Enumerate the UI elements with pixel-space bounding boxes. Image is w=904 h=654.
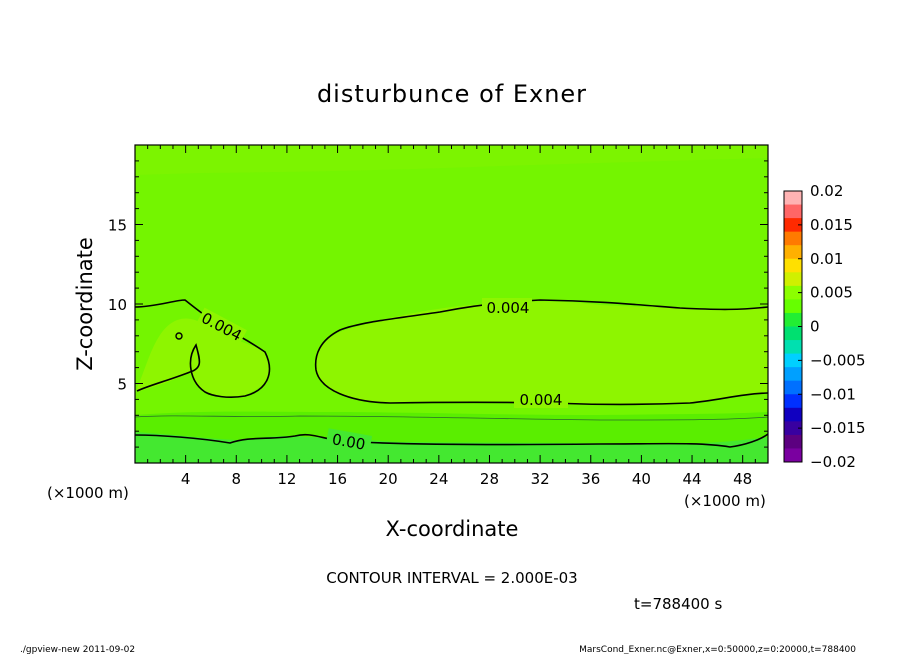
colorbar-segment-8	[784, 299, 802, 314]
field-bottom-band	[135, 432, 768, 463]
colorbar	[784, 190, 802, 463]
contour-line-left-lobe	[135, 299, 271, 399]
x-axis-ticks	[147, 145, 756, 463]
colorbar-segment-3	[784, 231, 802, 246]
x-tick-label-0: 4	[181, 470, 191, 488]
colorbar-frame	[783, 190, 803, 463]
field-top-band	[135, 145, 768, 175]
colorbar-segment-16	[784, 407, 802, 422]
x-axis-label: X-coordinate	[386, 517, 519, 541]
colorbar-segment-7	[784, 285, 802, 300]
x-tick-label-7: 32	[531, 470, 550, 488]
colorbar-label-5: −0.005	[810, 351, 866, 369]
contour-line-right-lobe	[314, 299, 768, 406]
colorbar-segment-19	[784, 448, 802, 463]
time-text: t=788400 s	[634, 595, 722, 613]
colorbar-segment-6	[784, 272, 802, 287]
colorbar-segment-4	[784, 245, 802, 260]
y-tick-label-0: 5	[117, 376, 127, 394]
colorbar-label-4: 0	[810, 318, 820, 336]
colorbar-label-7: −0.015	[810, 419, 866, 437]
colorbar-segment-9	[784, 312, 802, 327]
colorbar-label-3: 0.005	[810, 284, 853, 302]
colorbar-segment-12	[784, 353, 802, 368]
y-tick-label-1: 10	[108, 296, 127, 314]
x-tick-label-2: 12	[277, 470, 296, 488]
contour-label-3: 0.00	[331, 430, 367, 454]
x-tick-label-9: 40	[632, 470, 651, 488]
colorbar-segment-11	[784, 340, 802, 355]
y-axis-label: Z-coordinate	[73, 237, 97, 371]
colorbar-label-0: 0.02	[810, 182, 843, 200]
y-tick-labels: 5 10 15	[108, 217, 127, 394]
colorbar-label-1: 0.015	[810, 216, 853, 234]
y-tick-label-2: 15	[108, 217, 127, 235]
x-tick-label-10: 44	[682, 470, 701, 488]
x-tick-label-5: 24	[429, 470, 448, 488]
contour-label-2: 0.004	[520, 391, 563, 409]
x-unit-left: (×1000 m)	[47, 484, 129, 502]
contour-line-zero	[135, 433, 768, 448]
colorbar-label-6: −0.01	[810, 385, 856, 403]
colorbar-label-2: 0.01	[810, 250, 843, 268]
field-base-band	[135, 145, 768, 463]
x-tick-label-1: 8	[232, 470, 242, 488]
colorbar-segment-14	[784, 380, 802, 395]
x-tick-label-8: 36	[581, 470, 600, 488]
footer-right: MarsCond_Exner.nc@Exner,x=0:50000,z=0:20…	[579, 645, 856, 654]
colorbar-segment-0	[784, 191, 802, 206]
footer-left: ./gpview-new 2011-09-02	[20, 645, 135, 654]
colorbar-segment-15	[784, 394, 802, 409]
contour-line-small-loop	[175, 332, 183, 340]
x-unit-right: (×1000 m)	[684, 492, 766, 510]
chart-title: disturbunce of Exner	[317, 80, 587, 108]
colorbar-segment-5	[784, 258, 802, 273]
colorbar-segment-13	[784, 367, 802, 382]
x-tick-label-11: 48	[733, 470, 752, 488]
field-inner-right-region	[315, 301, 768, 405]
contour-line-thin	[135, 415, 768, 421]
x-tick-label-6: 28	[480, 470, 499, 488]
contour-label-1: 0.004	[487, 299, 530, 317]
field-inner-left-region	[137, 318, 270, 398]
x-tick-label-4: 20	[379, 470, 398, 488]
colorbar-segment-18	[784, 434, 802, 449]
colorbar-label-8: −0.02	[810, 453, 856, 471]
colorbar-segment-10	[784, 326, 802, 341]
colorbar-segment-1	[784, 204, 802, 219]
contour-interval-text: CONTOUR INTERVAL = 2.000E-03	[326, 569, 577, 587]
colorbar-segment-17	[784, 421, 802, 436]
contour-field: 0.004 0.004 0.004 0.00	[135, 145, 768, 463]
colorbar-labels: 0.02 0.015 0.01 0.005 0 −0.005 −0.01 −0.015 −0.0…	[810, 182, 866, 471]
x-tick-label-3: 16	[328, 470, 347, 488]
y-axis-ticks	[135, 160, 768, 448]
colorbar-segment-2	[784, 218, 802, 233]
x-tick-labels: 4 8 12 16 20 24 28 32 36 40 44 48	[181, 470, 752, 488]
